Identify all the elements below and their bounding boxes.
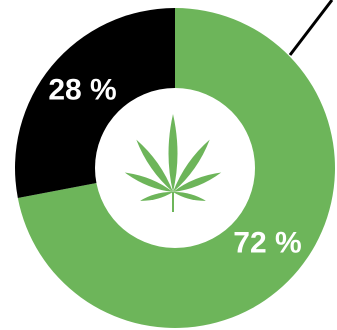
value-label: 72 % (233, 226, 301, 259)
leader-line (288, 0, 334, 56)
leaf-icon (124, 114, 222, 212)
value-label: 28 % (48, 73, 116, 106)
